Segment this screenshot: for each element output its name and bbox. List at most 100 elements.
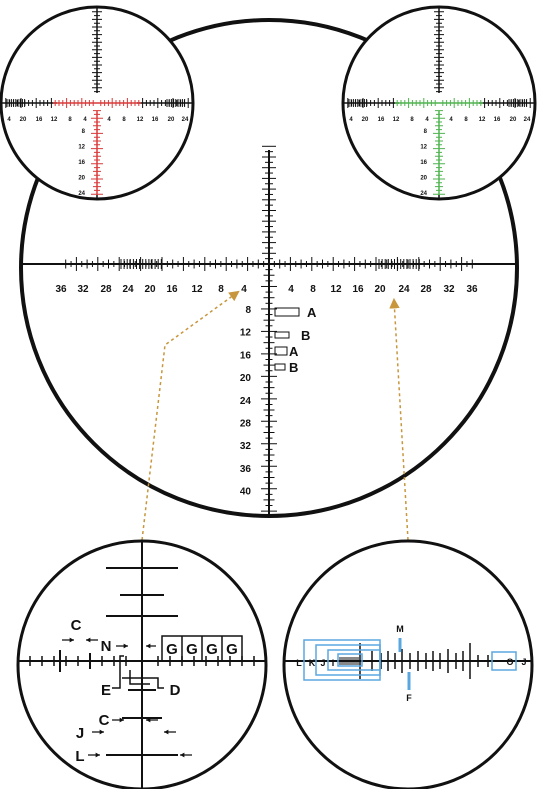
detail-left-label-g: G	[166, 641, 178, 658]
main-h-label: 12	[191, 284, 203, 295]
inset-green-h-label: 8	[410, 117, 414, 123]
inset-red-h-label: 20	[20, 117, 27, 123]
main-v-label: 36	[240, 464, 252, 475]
inset-green-h-label: 8	[464, 117, 468, 123]
main-h-label: 16	[352, 284, 364, 295]
detail-left-arrow-head	[164, 729, 169, 735]
inset-red-h-label: 4	[7, 117, 11, 123]
main-bracket	[274, 331, 290, 339]
inset-red-h-label: 24	[182, 117, 189, 123]
inset-green-h-label: 12	[393, 117, 400, 123]
inset-red-h-label: 12	[51, 117, 58, 123]
detail-right-label-m: M	[396, 624, 404, 634]
detail-right-drawing	[284, 638, 532, 690]
inset-green-h-label: 4	[349, 117, 353, 123]
detail-left-arrow-head	[95, 752, 100, 758]
inset-green-h-label: 12	[479, 117, 486, 123]
detail-right-circle	[282, 539, 534, 789]
main-h-label: 20	[374, 284, 386, 295]
main-h-label: 28	[100, 284, 112, 295]
inset-red-h-label: 4	[83, 117, 87, 123]
inset-red-h-label: 8	[122, 117, 126, 123]
detail-right-label-j: J	[521, 657, 526, 667]
main-reticle-ticks	[21, 145, 517, 515]
main-h-label: 32	[77, 284, 89, 295]
detail-left-label-g: G	[206, 641, 218, 658]
main-v-label: 40	[240, 487, 252, 498]
inset-green-v-label: 12	[420, 145, 427, 151]
detail-right-box-j	[327, 649, 381, 671]
detail-right-label-i: I	[332, 658, 335, 668]
main-reticle-labels: 36 32 28 24 20 16 12 8 4 4 8 12 16 20 24 28 32 36 8 12 16 20 2…	[55, 284, 478, 498]
inset-red-h-label: 12	[137, 117, 144, 123]
detail-left-arrow-head	[146, 643, 151, 649]
inset-red-labels: 4 20 16 12 8 4 4 8 12 16 20 24 8 12 16 20 24	[7, 117, 189, 197]
detail-left-label-c: C	[71, 617, 82, 634]
detail-left-d-bracket	[122, 677, 164, 689]
main-h-label: 36	[466, 284, 478, 295]
main-bracket	[274, 346, 288, 356]
main-h-label: 8	[310, 284, 316, 295]
detail-left-arrow-head	[99, 729, 104, 735]
inset-green-v-label: 24	[420, 191, 427, 197]
main-h-label: 36	[55, 284, 67, 295]
main-bracket-label: B	[289, 360, 298, 375]
detail-right-label-l: L	[296, 658, 302, 668]
detail-right-label-o: O	[506, 657, 513, 667]
main-v-label: 28	[240, 419, 252, 430]
inset-green-h-label: 16	[494, 117, 501, 123]
main-v-label: 8	[245, 305, 251, 316]
main-h-label: 32	[443, 284, 455, 295]
detail-left-e-bracket	[112, 655, 124, 689]
inset-red-h-label: 16	[36, 117, 43, 123]
main-v-label: 24	[240, 396, 252, 407]
main-bracket-label: A	[289, 344, 299, 359]
main-bracket-label: A	[307, 305, 317, 320]
inset-green-v-label: 8	[424, 129, 428, 135]
detail-left-arrow-head	[180, 752, 185, 758]
main-bracket	[274, 307, 300, 317]
inset-red-v-label: 24	[78, 191, 85, 197]
inset-green-h-label: 24	[524, 117, 531, 123]
detail-left-label-j: J	[76, 725, 84, 742]
detail-right-label-j: J	[320, 658, 325, 668]
main-h-label: 4	[241, 284, 247, 295]
inset-green-labels: 4 20 16 12 8 4 4 8 12 16 20 24 8 12 16 20 24	[349, 117, 531, 197]
inset-red-h-label: 8	[68, 117, 72, 123]
main-v-label: 20	[240, 373, 252, 384]
main-h-label: 12	[330, 284, 342, 295]
main-h-label: 24	[122, 284, 134, 295]
inset-red-v-label: 8	[82, 129, 86, 135]
detail-left-label-l: L	[75, 748, 84, 765]
inset-green-h-label: 4	[425, 117, 429, 123]
main-h-label: 20	[144, 284, 156, 295]
detail-left-drawing	[18, 541, 266, 789]
inset-red-h-label: 4	[107, 117, 111, 123]
inset-red-v-label: 12	[78, 145, 85, 151]
main-v-label: 32	[240, 441, 252, 452]
main-h-label: 28	[420, 284, 432, 295]
detail-left-label-g: G	[226, 641, 238, 658]
detail-left-d-bracket-inner	[129, 670, 150, 685]
inset-green-v-label: 16	[420, 160, 427, 166]
main-h-label: 24	[398, 284, 410, 295]
inset-red-ticks	[1, 7, 193, 199]
inset-green-ticks	[343, 7, 535, 199]
inset-green-h-label: 20	[510, 117, 517, 123]
callout-lines	[141, 290, 409, 541]
detail-right-label-k: K	[309, 658, 316, 668]
main-v-label: 16	[240, 350, 252, 361]
detail-left-label-g: G	[186, 641, 198, 658]
detail-left-label-n: N	[101, 638, 112, 655]
inset-red-v-label: 20	[78, 176, 85, 182]
detail-left-arrow-head	[69, 637, 74, 643]
inset-green-reticle: 4 20 16 12 8 4 4 8 12 16 20 24 8 12 16 20 24	[341, 5, 537, 201]
detail-right-label-f: F	[406, 693, 412, 703]
main-v-label: 12	[240, 328, 252, 339]
inset-green-v-label: 20	[420, 176, 427, 182]
main-h-label: 4	[288, 284, 294, 295]
